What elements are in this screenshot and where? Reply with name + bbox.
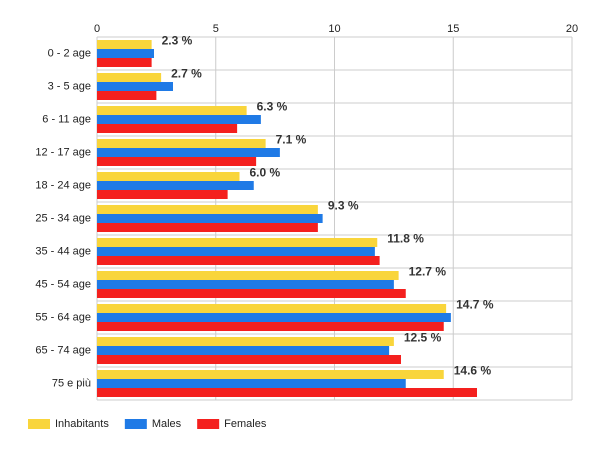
- bar: [97, 157, 257, 166]
- x-tick-label: 20: [566, 23, 578, 35]
- y-tick-label: 65 - 74 age: [35, 344, 91, 356]
- value-label: 12.7 %: [409, 265, 447, 279]
- bar: [97, 58, 152, 67]
- bar: [97, 148, 280, 157]
- y-tick-label: 6 - 11 age: [42, 113, 91, 125]
- bar: [97, 379, 406, 388]
- bar: [97, 370, 444, 379]
- bar: [97, 172, 240, 181]
- bar: [97, 304, 447, 313]
- bar: [97, 40, 152, 49]
- x-tick-label: 10: [328, 23, 340, 35]
- bar: [97, 91, 157, 100]
- x-tick-label: 0: [94, 23, 100, 35]
- bar: [97, 139, 266, 148]
- bar: [97, 223, 318, 232]
- legend-label: Males: [152, 418, 182, 430]
- y-tick-label: 3 - 5 age: [48, 80, 91, 92]
- value-label: 9.3 %: [328, 199, 359, 213]
- x-tick-label: 15: [447, 23, 459, 35]
- bar: [97, 106, 247, 115]
- bar: [97, 289, 406, 298]
- bar: [97, 190, 228, 199]
- bar: [97, 337, 394, 346]
- legend-label: Females: [224, 418, 267, 430]
- bar: [97, 256, 380, 265]
- value-label: 2.3 %: [162, 34, 193, 48]
- value-label: 14.7 %: [456, 298, 494, 312]
- bar: [97, 73, 162, 82]
- value-label: 11.8 %: [387, 232, 424, 246]
- bar: [97, 181, 254, 190]
- legend-swatch: [124, 419, 147, 429]
- y-tick-label: 12 - 17 age: [35, 146, 91, 158]
- bar: [97, 322, 444, 331]
- y-tick-label: 35 - 44 age: [35, 245, 91, 257]
- y-tick-label: 45 - 54 age: [35, 278, 91, 290]
- bar: [97, 49, 154, 58]
- y-tick-label: 18 - 24 age: [35, 179, 91, 191]
- bar: [97, 313, 451, 322]
- value-label: 2.7 %: [171, 67, 202, 81]
- bar: [97, 115, 261, 124]
- bar: [97, 205, 318, 214]
- y-tick-label: 25 - 34 age: [35, 212, 91, 224]
- bar: [97, 388, 477, 397]
- bar: [97, 355, 401, 364]
- y-tick-label: 0 - 2 age: [48, 47, 91, 59]
- bar: [97, 124, 238, 133]
- value-label: 6.0 %: [250, 166, 281, 180]
- y-tick-label: 75 e più: [52, 377, 91, 389]
- bar: [97, 238, 378, 247]
- value-label: 14.6 %: [454, 364, 492, 378]
- bar: [97, 214, 323, 223]
- x-tick-label: 5: [213, 23, 219, 35]
- legend-swatch: [28, 419, 50, 429]
- bar: [97, 280, 394, 289]
- value-label: 6.3 %: [257, 100, 288, 114]
- bar: [97, 346, 390, 355]
- bar: [97, 82, 173, 91]
- y-tick-label: 55 - 64 age: [35, 311, 91, 323]
- bar: [97, 247, 375, 256]
- legend-label: Inhabitants: [55, 418, 109, 430]
- value-label: 7.1 %: [276, 133, 307, 147]
- bar: [97, 271, 399, 280]
- value-label: 12.5 %: [404, 331, 442, 345]
- legend-swatch: [197, 419, 220, 429]
